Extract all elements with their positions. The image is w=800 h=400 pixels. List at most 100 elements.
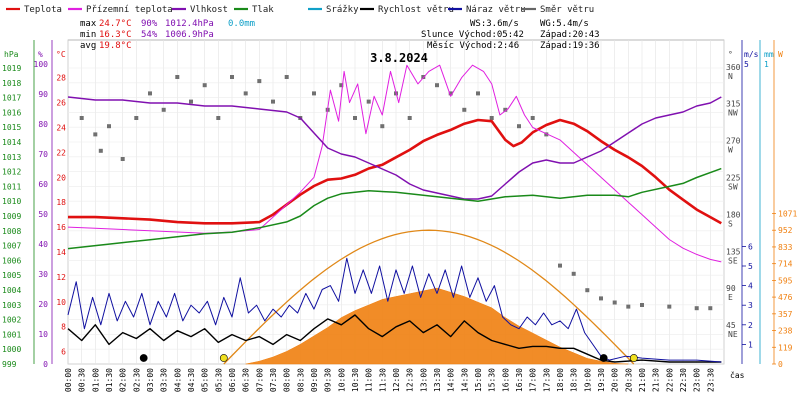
x-tick-label: 23:30 <box>706 368 715 392</box>
x-tick-label: 04:00 <box>173 368 182 392</box>
wind-direction-point <box>694 306 699 311</box>
stat-max-label: max <box>80 19 97 29</box>
series-line-vlhkost <box>67 96 722 200</box>
wind-direction-point <box>243 91 248 96</box>
hpa-tick-label: 1010 <box>2 197 21 206</box>
dir-tick-name: NE <box>728 330 738 339</box>
wind-direction-point <box>120 157 125 161</box>
mm-axis-top: 1 <box>764 60 769 69</box>
wind-direction-point <box>626 304 631 309</box>
ms-tick-label: 1 <box>748 340 753 349</box>
stat-ws: WS:3.6m/s <box>470 19 519 29</box>
x-tick-label: 14:30 <box>460 368 469 392</box>
stat-avg-temp: 19.8°C <box>99 41 132 51</box>
x-tick-label: 10:30 <box>351 368 360 392</box>
w-tick-label: 357 <box>778 310 793 319</box>
wind-direction-point <box>366 99 371 104</box>
x-tick-label: 12:30 <box>406 368 415 392</box>
x-tick-label: 13:00 <box>419 368 428 392</box>
dir-tick-name: E <box>728 293 733 302</box>
w-tick-label: 595 <box>778 276 793 285</box>
dir-tick-name: SE <box>728 256 738 265</box>
x-tick-label: 01:30 <box>105 368 114 392</box>
series-line-teplota <box>68 118 722 225</box>
hpa-tick-label: 1001 <box>2 330 21 339</box>
x-tick-label: 00:30 <box>78 368 87 392</box>
marker-sun-set <box>629 354 638 362</box>
x-tick-label: 18:30 <box>570 368 579 392</box>
dir-tick-deg: 270 <box>726 137 741 146</box>
wind-direction-point <box>435 83 439 88</box>
pct-tick-label: 50 <box>38 210 48 219</box>
x-tick-label: 20:00 <box>611 368 620 392</box>
x-tick-label: 06:30 <box>242 368 251 392</box>
hpa-tick-label: 1006 <box>2 256 21 265</box>
x-tick-label: 16:30 <box>515 368 524 392</box>
x-tick-label: 09:30 <box>324 368 333 392</box>
pct-tick-label: 0 <box>43 360 48 369</box>
series-line-p-zemn-teplota <box>67 64 722 263</box>
axis-unit-hpa: hPa <box>4 50 19 59</box>
dir-tick-name: S <box>728 219 733 228</box>
temp-tick-label: 10 <box>56 298 66 307</box>
hpa-tick-label: 1007 <box>2 242 21 251</box>
hpa-tick-label: 1004 <box>2 286 21 295</box>
pct-tick-label: 80 <box>38 120 48 129</box>
hpa-tick-label: 1014 <box>2 138 21 147</box>
wind-direction-point <box>407 116 412 120</box>
wind-direction-point <box>257 79 262 84</box>
hpa-tick-label: 1018 <box>2 79 21 88</box>
x-tick-label: 08:00 <box>283 368 292 392</box>
wind-direction-point <box>462 107 467 112</box>
stat-min-temp: 16.3°C <box>99 30 132 40</box>
x-tick-label: 16:00 <box>501 368 510 392</box>
x-tick-label: 12:00 <box>392 368 401 392</box>
x-tick-label: 03:00 <box>146 368 155 392</box>
wind-direction-point <box>599 296 603 301</box>
x-tick-label: 02:30 <box>132 368 141 392</box>
hpa-tick-label: 1002 <box>2 316 21 325</box>
temp-tick-label: 18 <box>56 198 66 207</box>
stat-moon-set: Západ:19:36 <box>540 41 600 51</box>
stat-max-temp: 24.7°C <box>99 19 132 29</box>
sun-arc <box>223 229 635 365</box>
axis-unit-temp: °C <box>56 50 66 59</box>
hpa-tick-label: 1019 <box>2 64 21 73</box>
hpa-tick-label: 1009 <box>2 212 21 221</box>
stat-sun-set: Západ:20:43 <box>540 30 600 40</box>
legend-label: Vlhkost <box>190 5 228 15</box>
axis-unit-pct: % <box>38 50 43 59</box>
wind-direction-point <box>640 303 644 307</box>
x-tick-label: 21:00 <box>638 368 647 392</box>
temp-tick-label: 20 <box>56 173 66 182</box>
wind-direction-point <box>517 124 521 129</box>
x-tick-label: 07:00 <box>255 368 264 392</box>
wind-direction-point <box>448 91 453 96</box>
stat-max-rain: 0.0mm <box>228 19 255 29</box>
wind-direction-point <box>148 91 152 96</box>
wind-direction-point <box>189 99 193 104</box>
dir-tick-deg: 90 <box>726 284 736 293</box>
x-tick-label: 08:30 <box>296 368 305 392</box>
hpa-tick-label: 1017 <box>2 94 21 103</box>
x-tick-label: 00:00 <box>64 368 73 392</box>
solar-radiation-area <box>245 287 629 365</box>
w-tick-label: 714 <box>778 260 793 269</box>
marker-moon-rise <box>139 354 148 362</box>
wind-direction-point <box>489 116 494 120</box>
axis-unit-ms: m/s <box>744 50 759 59</box>
wind-direction-point <box>503 107 508 112</box>
hpa-tick-label: 999 <box>2 360 17 369</box>
wind-direction-point <box>339 83 344 88</box>
dir-tick-name: W <box>728 146 733 155</box>
stat-min-hum: 54% <box>141 30 158 40</box>
hpa-tick-label: 1011 <box>2 182 21 191</box>
hpa-tick-label: 1008 <box>2 227 21 236</box>
dir-tick-deg: 135 <box>726 247 741 256</box>
wind-direction-point <box>202 83 207 88</box>
solar-area <box>245 287 629 365</box>
temp-tick-label: 22 <box>56 148 66 157</box>
marker-moon-set <box>599 354 608 362</box>
legend-label: Přízemní teplota <box>86 5 173 15</box>
stat-sun: Slunce Východ:05:42 <box>421 30 524 40</box>
